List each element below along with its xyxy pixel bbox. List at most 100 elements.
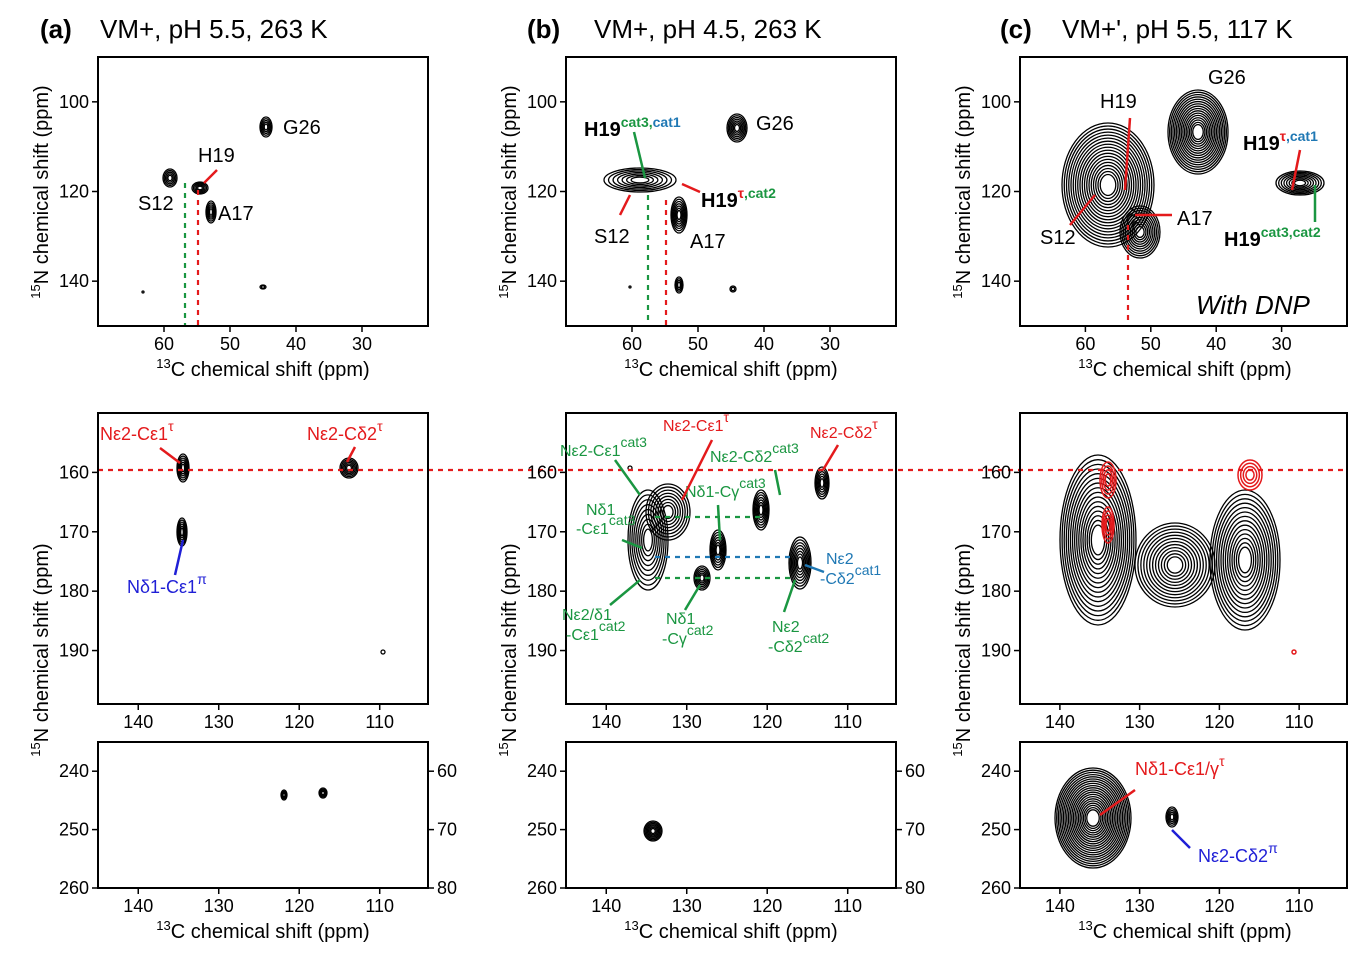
contour [178, 459, 188, 477]
contour [1067, 784, 1119, 852]
contour [1088, 519, 1108, 561]
label-sup: 15 [496, 742, 511, 756]
x-tick-label: 140 [123, 896, 153, 916]
contour [644, 821, 662, 841]
contour [1285, 175, 1315, 191]
annotation-part: τ [377, 418, 383, 434]
contour [676, 209, 682, 221]
annotation-part: Nε2-Cδ2 [307, 424, 377, 444]
x-tick-label: 120 [284, 896, 314, 916]
axis-label: 15N chemical shift (ppm) [496, 543, 521, 756]
annotation: G26 [756, 113, 794, 135]
leader-line [609, 579, 641, 606]
contour [1062, 778, 1124, 858]
contour [1154, 543, 1196, 587]
label-text: N chemical shift (ppm) [953, 543, 975, 742]
annotation-part: H19 [584, 119, 621, 141]
contour [630, 176, 650, 184]
annotation: S12 [594, 226, 630, 248]
contour [1190, 121, 1206, 143]
contour [1237, 546, 1253, 574]
y-tick-label: 190 [527, 641, 557, 661]
contour [191, 181, 209, 195]
leader-line [782, 579, 797, 613]
contour [1178, 105, 1218, 159]
annotation-part: τ [724, 409, 730, 425]
panel-title: VM+', pH 5.5, 117 K [1062, 14, 1293, 44]
plot-frame [1019, 741, 1348, 889]
contour [1288, 176, 1312, 190]
contour [1057, 771, 1129, 865]
contour [1080, 501, 1116, 579]
contour [1104, 473, 1112, 487]
contour [642, 528, 654, 552]
y-tick-label: 100 [527, 92, 557, 112]
y-tick-label: 180 [59, 581, 89, 601]
contour [733, 123, 741, 133]
x-tick-label: 50 [220, 334, 240, 354]
contour [730, 118, 744, 138]
x-tick-label: 110 [833, 896, 862, 916]
annotation-part: Nε2-Cε1 [100, 424, 168, 444]
contour [625, 174, 655, 186]
label-sup: 13 [156, 356, 170, 371]
leader-line [804, 563, 825, 574]
x-tick-label: 60 [1075, 334, 1095, 354]
contour [674, 205, 684, 225]
annotation: A17 [218, 203, 254, 225]
y-tick-label: 100 [981, 92, 1011, 112]
contour [1133, 223, 1147, 241]
annotation: Nε2-Cε1τ [663, 409, 730, 435]
y-tick-label: 180 [981, 581, 1011, 601]
contour [633, 504, 663, 576]
contour [1222, 515, 1268, 605]
contour [1086, 515, 1110, 565]
contour [282, 792, 286, 798]
contour [1068, 131, 1148, 239]
contour [758, 504, 764, 516]
annotation-part: Nδ1-Cγ [685, 484, 739, 501]
axis-label: 13C chemical shift (ppm) [624, 918, 837, 943]
annotation-part: τ [168, 418, 174, 434]
contour [1157, 546, 1193, 584]
y-tick-label: 160 [981, 462, 1011, 482]
y-tick-label: 100 [59, 92, 89, 112]
y-tick-label: 240 [981, 761, 1011, 781]
contour [675, 278, 683, 292]
contour [712, 536, 724, 564]
annotation-part: G26 [756, 113, 794, 135]
contour [1173, 98, 1223, 166]
contour [1188, 119, 1208, 145]
contour [1280, 172, 1320, 194]
annotation-part: -Cε1 [566, 627, 599, 644]
annotation: Nε2-Cδ2τ [307, 418, 383, 444]
contour [1166, 808, 1178, 826]
contour [162, 168, 178, 188]
contour [643, 820, 663, 842]
annotation: H19 [1100, 91, 1137, 113]
label-text: C chemical shift (ppm) [639, 921, 838, 943]
contour [1102, 510, 1114, 540]
annotation-part: Nε2-Cδ2 [1198, 846, 1268, 866]
annotation-part: S12 [138, 193, 174, 215]
x-tick-label: 40 [754, 334, 774, 354]
contour [1242, 465, 1258, 485]
annotation: A17 [1177, 208, 1213, 230]
contour [1220, 511, 1270, 609]
y-tick-label: 170 [527, 522, 557, 542]
plot-frame [565, 412, 897, 705]
contour [1175, 100, 1221, 164]
contour [1165, 806, 1179, 828]
annotation-part: S12 [594, 226, 630, 248]
y-tick-label: 250 [981, 820, 1011, 840]
contour [1183, 112, 1213, 152]
annotation-part: -Cε1 [576, 521, 609, 538]
contour [207, 204, 215, 220]
label-sup: 13 [156, 918, 170, 933]
contour [1084, 806, 1102, 830]
contour [1099, 173, 1117, 197]
annotation-part: Nδ1-Cε1 [127, 577, 197, 597]
contour [1072, 137, 1144, 233]
contour [1177, 103, 1219, 161]
